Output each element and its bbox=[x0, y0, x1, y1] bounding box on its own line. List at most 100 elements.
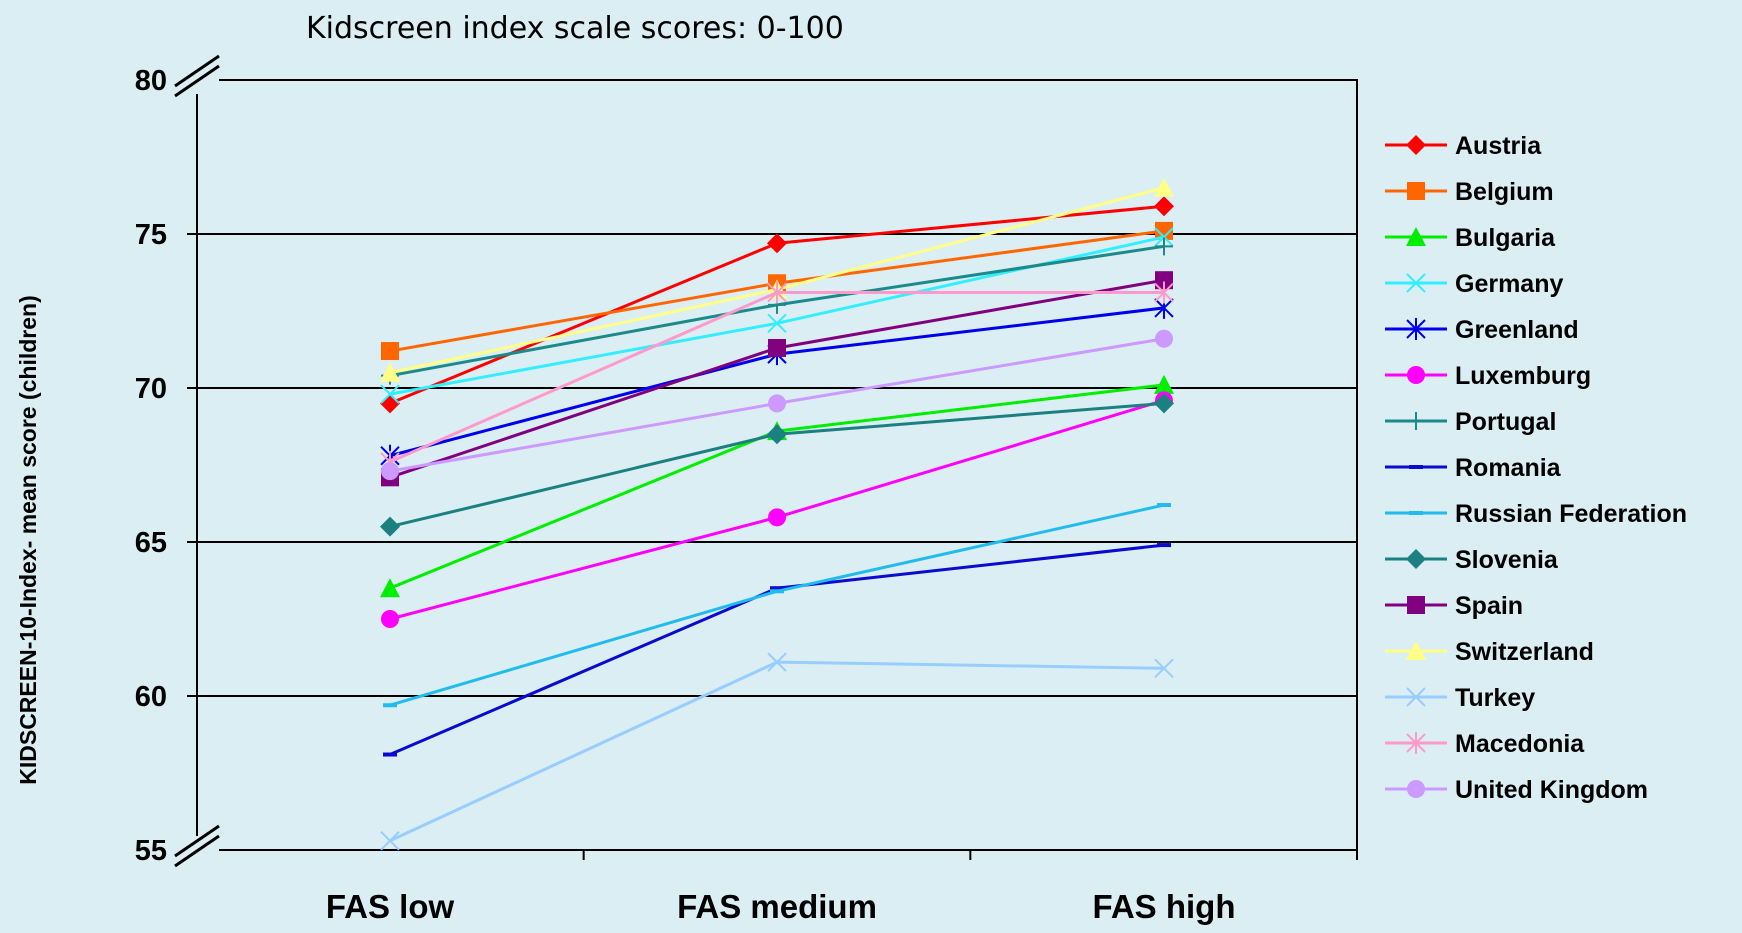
y-axis-label: KIDSCREEN-10-Index- mean score (children… bbox=[15, 295, 41, 785]
legend-marker bbox=[1407, 596, 1425, 614]
data-point bbox=[381, 462, 399, 481]
legend-marker bbox=[1406, 273, 1426, 293]
y-tick-label: 75 bbox=[135, 219, 167, 251]
legend-marker bbox=[1406, 135, 1426, 155]
plot-area bbox=[196, 79, 1358, 851]
data-point bbox=[1154, 374, 1174, 394]
data-point bbox=[1155, 271, 1173, 290]
data-point bbox=[380, 362, 400, 382]
legend-item[interactable]: Austria bbox=[1385, 132, 1542, 160]
legend[interactable]: Austria Belgium Bulgaria Germany Greenland Lu… bbox=[1385, 132, 1687, 804]
legend-marker bbox=[1406, 227, 1426, 246]
y-tick-label: 60 bbox=[135, 681, 167, 713]
y-tick-label: 55 bbox=[135, 835, 167, 867]
legend-item[interactable]: Portugal bbox=[1385, 408, 1556, 436]
y-tick-label: 65 bbox=[135, 527, 167, 559]
legend-item[interactable]: Spain bbox=[1385, 592, 1523, 620]
legend-item[interactable]: Slovenia bbox=[1385, 546, 1559, 574]
data-point bbox=[1154, 281, 1174, 304]
legend-marker bbox=[1407, 412, 1425, 430]
data-point bbox=[380, 578, 400, 598]
axis-break-marker bbox=[174, 54, 220, 98]
data-point bbox=[380, 831, 400, 851]
legend-label: Belgium bbox=[1455, 178, 1554, 206]
legend-marker bbox=[1406, 732, 1426, 754]
data-point bbox=[1155, 221, 1173, 240]
data-point bbox=[767, 281, 787, 304]
legend-label: Spain bbox=[1455, 592, 1523, 620]
data-point bbox=[768, 394, 786, 413]
legend-marker bbox=[1406, 318, 1426, 340]
legend-label: Greenland bbox=[1455, 316, 1579, 344]
legend-label: United Kingdom bbox=[1455, 776, 1648, 804]
legend-label: Austria bbox=[1455, 132, 1542, 160]
legend-label: Luxemburg bbox=[1455, 362, 1591, 390]
series-line bbox=[389, 503, 1165, 707]
legend-marker bbox=[1407, 182, 1425, 200]
legend-marker bbox=[1407, 366, 1425, 384]
data-point bbox=[380, 384, 400, 404]
legend-marker bbox=[1406, 641, 1426, 660]
legend-item[interactable]: Bulgaria bbox=[1385, 224, 1556, 252]
x-tick-label: FAS high bbox=[1093, 888, 1236, 925]
data-point bbox=[380, 516, 400, 537]
legend-marker bbox=[1407, 780, 1425, 798]
data-point bbox=[767, 652, 787, 672]
series-slovenia bbox=[380, 393, 1174, 537]
series-russian-federation bbox=[383, 503, 1171, 708]
axis-break-marker bbox=[174, 824, 220, 868]
legend-label: Turkey bbox=[1455, 684, 1535, 712]
chart-subtitle: Kidscreen index scale scores: 0-100 bbox=[306, 11, 844, 46]
legend-item[interactable]: Turkey bbox=[1385, 684, 1535, 712]
legend-marker bbox=[1406, 549, 1426, 569]
data-point bbox=[1154, 227, 1174, 247]
data-point bbox=[767, 313, 787, 334]
series-turkey bbox=[380, 652, 1174, 851]
series-group bbox=[380, 177, 1174, 851]
data-point bbox=[1154, 393, 1174, 414]
data-point bbox=[768, 508, 786, 527]
legend-label: Portugal bbox=[1455, 408, 1556, 436]
data-point bbox=[1154, 196, 1174, 217]
data-point bbox=[380, 393, 400, 414]
legend-item[interactable]: Greenland bbox=[1385, 316, 1579, 344]
series-macedonia bbox=[380, 281, 1174, 473]
legend-label: Macedonia bbox=[1455, 730, 1585, 758]
legend-label: Romania bbox=[1455, 454, 1562, 482]
data-point bbox=[768, 338, 786, 357]
legend-marker bbox=[1406, 687, 1426, 707]
legend-item[interactable]: Switzerland bbox=[1385, 638, 1594, 666]
legend-item[interactable]: Belgium bbox=[1385, 178, 1554, 206]
series-austria bbox=[380, 196, 1174, 414]
legend-item[interactable]: Romania bbox=[1385, 454, 1562, 482]
series-line bbox=[389, 660, 1165, 843]
x-tick-label: FAS medium bbox=[677, 888, 877, 925]
data-point bbox=[1155, 329, 1173, 348]
legend-label: Switzerland bbox=[1455, 638, 1594, 666]
legend-label: Bulgaria bbox=[1455, 224, 1556, 252]
data-point bbox=[767, 424, 787, 445]
series-germany bbox=[380, 227, 1174, 404]
axes: 55 60 65 70 75 80 FAS low FAS medium FAS high bbox=[135, 54, 1358, 925]
legend-item[interactable]: Germany bbox=[1385, 270, 1563, 298]
data-point bbox=[1154, 658, 1174, 678]
y-tick-label: 80 bbox=[135, 65, 167, 97]
data-point bbox=[1154, 177, 1174, 197]
legend-item[interactable]: Luxemburg bbox=[1385, 362, 1591, 390]
data-point bbox=[381, 610, 399, 628]
legend-item[interactable]: United Kingdom bbox=[1385, 776, 1648, 804]
data-point bbox=[767, 233, 787, 254]
legend-item[interactable]: Russian Federation bbox=[1385, 500, 1687, 528]
legend-label: Slovenia bbox=[1455, 546, 1559, 574]
series-line bbox=[389, 543, 1165, 756]
y-tick-label: 70 bbox=[135, 373, 167, 405]
legend-label: Russian Federation bbox=[1455, 500, 1687, 528]
legend-label: Germany bbox=[1455, 270, 1563, 298]
legend-item[interactable]: Macedonia bbox=[1385, 730, 1585, 758]
series-united-kingdom bbox=[381, 329, 1173, 481]
x-tick-label: FAS low bbox=[326, 888, 455, 925]
data-point bbox=[1155, 237, 1173, 256]
data-point bbox=[381, 342, 399, 361]
